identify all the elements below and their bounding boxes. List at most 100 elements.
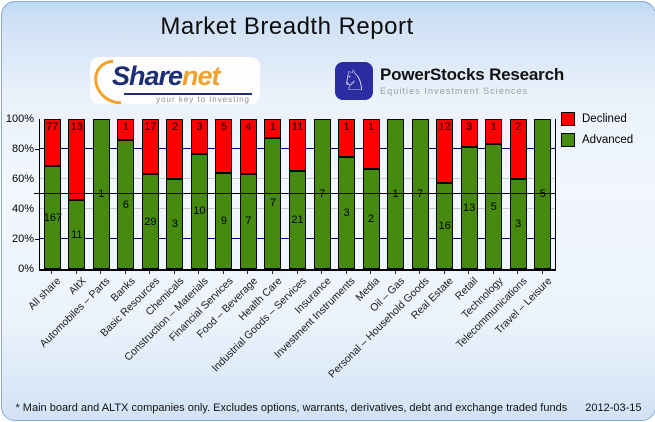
bar-declined-segment [117,119,135,141]
bar-advanced-segment [215,172,233,269]
x-tick [321,271,323,274]
bar-advanced-segment [485,144,503,269]
footer: * Main board and ALTX companies only. Ex… [2,402,655,414]
declined-count-label: 3 [196,121,203,133]
y-tick-label: 80% [11,143,34,155]
bar-declined-segment [460,119,478,148]
sharenet-logo: Sharenet your key to investing [85,50,260,114]
bar-declined-segment [68,119,86,201]
bar-advanced-segment [338,156,356,269]
bar-altx: 13 11 [68,119,86,269]
legend: Declined Advanced [561,112,633,154]
bar-declined-segment [289,119,306,171]
legend-label: Advanced [582,134,634,146]
y-tick-label: 60% [11,173,34,185]
advanced-count-label: 5 [539,188,546,200]
bar-declined-segment [166,119,184,179]
bar-advanced-segment [313,119,331,269]
advanced-count-label: 3 [343,206,350,219]
bar-declined-segment [215,119,233,173]
declined-count-label: 5 [220,121,227,133]
sharenet-underline [124,93,252,95]
powerstocks-tagline: Equities Investment Sciences [380,86,529,96]
declined-count-label: 1 [269,121,277,133]
sharenet-tagline: your key to investing [156,95,250,104]
bar-personal-household-goods: 7 [411,119,429,269]
x-tick [345,271,347,274]
advanced-count-label: 9 [220,214,227,227]
y-tick-label: 100% [5,113,34,125]
declined-count-label: 12 [438,121,451,133]
advanced-count-label: 167 [43,211,63,224]
y-tick [35,239,39,240]
x-tick [492,271,494,274]
bar-all-share: 77 167 [43,119,63,269]
page-title: Market Breadth Report [160,13,414,40]
advanced-count-label: 21 [291,213,304,226]
y-tick [35,149,39,150]
declined-count-label: 1 [122,121,129,133]
x-tick [468,271,470,274]
advanced-count-label: 7 [318,188,326,200]
x-tick [370,271,372,274]
bar-advanced-segment [289,170,306,269]
bar-advanced-segment [411,119,429,269]
advanced-count-label: 11 [71,228,83,241]
bar-automobiles-parts: 1 [92,119,110,269]
advanced-count-label: 3 [515,218,522,230]
x-tick [75,271,77,274]
bar-declined-segment [141,119,159,175]
x-tick [271,271,273,274]
bar-advanced-segment [166,179,184,269]
x-tick [222,271,224,274]
powerstocks-name: PowerStocks Research [380,65,565,84]
x-tick [124,271,126,274]
footer-date: 2012-03-15 [585,402,642,414]
declined-count-label: 1 [368,121,375,133]
declined-count-label: 3 [466,121,473,133]
bar-advanced-segment [190,153,208,269]
advanced-count-label: 10 [193,205,206,218]
bar-oil-gas: 1 [387,119,405,269]
declined-count-label: 17 [144,121,157,133]
advanced-count-label: 7 [245,215,252,228]
x-tick-label: All share [26,275,64,313]
y-tick-label: 0% [18,263,34,275]
bar-declined-segment [338,119,356,157]
y-tick-label: 20% [11,233,34,245]
bar-basic-resources: 17 29 [141,119,159,269]
bar-declined-segment [485,119,503,144]
advanced-count-label: 1 [98,188,105,200]
declined-count-label: 1 [490,121,497,133]
x-tick [443,271,445,274]
declined-count-label: 11 [291,121,304,133]
x-tick [541,271,543,274]
sharenet-word-net: net [182,61,220,91]
x-tick [198,271,200,274]
bar-travel-leisure: 5 [534,119,552,269]
x-tick [394,271,396,274]
footer-note: * Main board and ALTX companies only. Ex… [15,402,568,414]
x-tick [173,271,175,274]
bar-retail: 3 13 [460,119,478,269]
advanced-count-label: 7 [269,197,277,210]
bar-declined-segment [362,119,380,169]
bar-advanced-segment [68,200,86,269]
bar-advanced-segment [436,183,454,269]
declined-count-label: 77 [46,121,59,133]
bar-advanced-segment [509,179,527,269]
powerstocks-logo: ♘ PowerStocks Research Equities Investme… [335,62,564,100]
advanced-count-label: 6 [122,198,129,211]
x-tick [149,271,151,274]
x-tick [296,271,298,274]
advanced-count-label: 1 [392,188,399,200]
x-tick [247,271,249,274]
